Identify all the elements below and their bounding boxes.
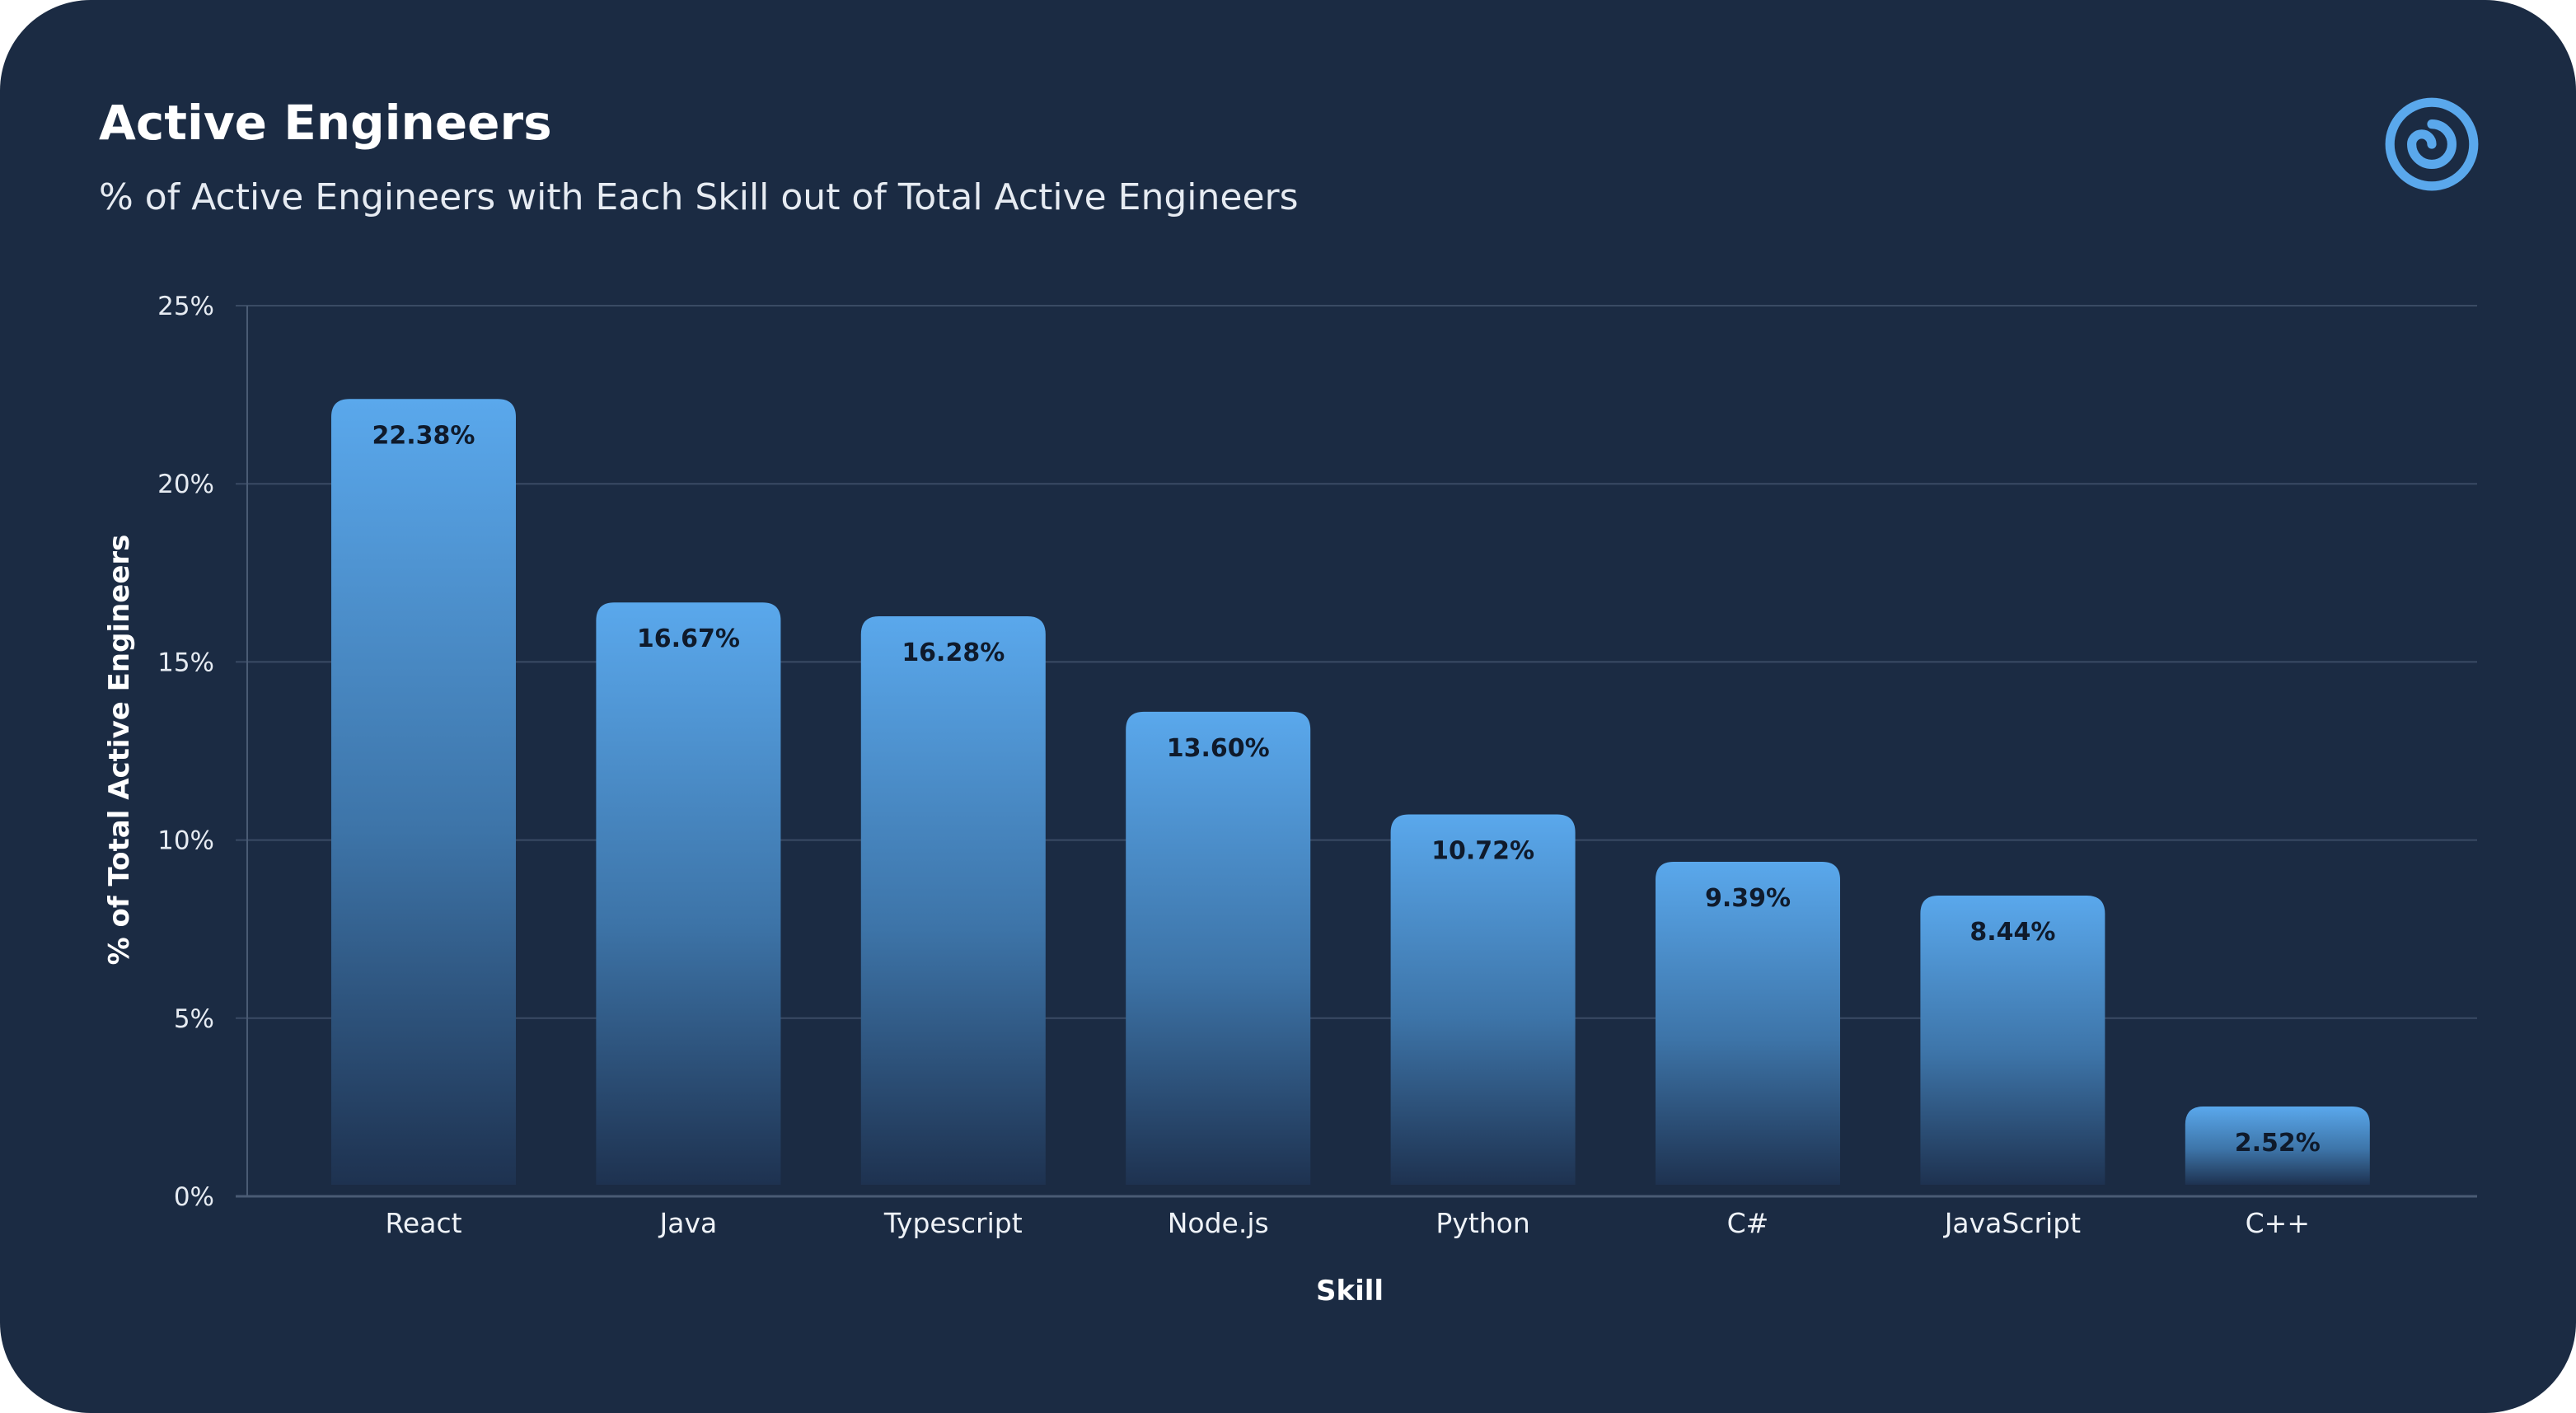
x-tick-label: Java	[658, 1207, 718, 1239]
bar-node-js	[1126, 711, 1311, 1185]
bar-value-label: 22.38%	[372, 421, 475, 450]
y-tick-label: 25%	[157, 292, 214, 321]
bar-value-label: 16.67%	[637, 625, 740, 653]
bar-react	[331, 399, 516, 1185]
x-tick-label: Python	[1436, 1207, 1529, 1239]
x-tick-label: C#	[1727, 1207, 1769, 1239]
x-tick-label: Typescript	[883, 1207, 1023, 1239]
x-tick-label: Node.js	[1168, 1207, 1269, 1239]
bar-typescript	[860, 616, 1046, 1185]
y-tick-label: 5%	[174, 1004, 214, 1034]
y-axis-title: % of Total Active Engineers	[103, 535, 136, 966]
bar-value-label: 9.39%	[1705, 884, 1791, 913]
bar-value-label: 13.60%	[1167, 734, 1270, 763]
bar-value-label: 8.44%	[1969, 918, 2055, 947]
chart-title: Active Engineers	[99, 95, 552, 151]
x-tick-label: JavaScript	[1943, 1207, 2081, 1239]
x-tick-label: React	[385, 1207, 461, 1239]
y-tick-label: 0%	[174, 1182, 214, 1212]
bar-javascript	[1920, 896, 2105, 1185]
bar-value-label: 16.28%	[902, 639, 1005, 667]
bar-c-	[2185, 1107, 2370, 1185]
swirl-logo-icon	[2385, 97, 2479, 191]
bar-c-	[1656, 861, 1840, 1185]
bar-java	[596, 602, 781, 1185]
x-tick-label: C++	[2246, 1207, 2310, 1239]
bar-value-label: 10.72%	[1431, 836, 1534, 865]
y-tick-label: 15%	[157, 648, 214, 677]
bar-value-label: 2.52%	[2235, 1129, 2321, 1158]
y-tick-label: 20%	[157, 470, 214, 499]
chart-subtitle: % of Active Engineers with Each Skill ou…	[99, 176, 1299, 218]
y-tick-label: 10%	[157, 826, 214, 856]
bar-python	[1390, 814, 1576, 1185]
x-axis-title: Skill	[1316, 1275, 1384, 1308]
